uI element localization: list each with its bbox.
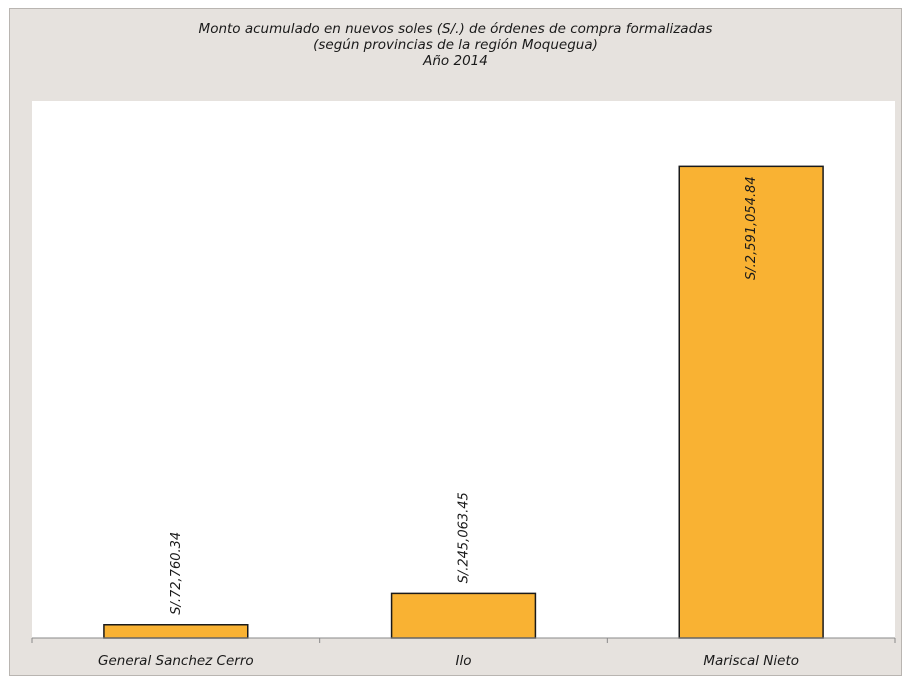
chart-svg: S/.72,760.34 S/.245,063.45 S/.2,591,054.84…	[31, 101, 896, 669]
data-label: S/.2,591,054.84	[744, 176, 759, 280]
x-ticks-group: General Sanchez Cerro Ilo Mariscal Nieto	[31, 638, 896, 669]
chart-subtitle: (según provincias de la región Moquegua)	[313, 37, 598, 53]
chart-frame: Monto acumulado en nuevos soles (S/.) de…	[9, 8, 902, 676]
x-tick-label: Ilo	[456, 653, 472, 669]
data-label: S/.72,760.34	[169, 532, 184, 615]
bar-ilo	[390, 592, 537, 639]
x-tick-label: General Sanchez Cerro	[98, 653, 254, 669]
chart-year-label: Año 2014	[423, 53, 488, 69]
x-tick-label: Mariscal Nieto	[703, 653, 799, 669]
chart-title-block: Monto acumulado en nuevos soles (S/.) de…	[10, 21, 901, 69]
bar-general-sanchez-cerro	[103, 624, 249, 639]
chart-title: Monto acumulado en nuevos soles (S/.) de…	[198, 21, 713, 37]
data-label: S/.245,063.45	[457, 492, 472, 583]
